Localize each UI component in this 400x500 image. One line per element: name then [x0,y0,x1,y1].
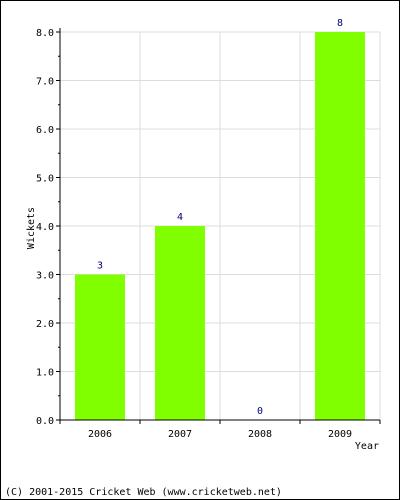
y-tick-label: 2.0 [36,319,54,330]
value-labels: 3 4 0 8 [97,18,343,417]
x-tick-label-2007: 2007 [168,429,192,440]
y-tick-label: 4.0 [36,222,54,233]
y-tick-label: 5.0 [36,174,54,185]
y-tick-label: 3.0 [36,271,54,282]
axes [56,28,381,424]
value-label-2006: 3 [97,261,103,272]
y-tick-label: 6.0 [36,125,54,136]
bar-2009 [315,32,365,420]
y-tick-labels: 0.0 1.0 2.0 3.0 4.0 5.0 6.0 7.0 8.0 [36,28,54,427]
y-axis-title: Wickets [26,207,37,249]
bar-2007 [155,226,205,420]
y-tick-label: 8.0 [36,28,54,39]
x-tick-label-2008: 2008 [248,429,272,440]
value-label-2008: 0 [257,406,263,417]
x-tick-label-2009: 2009 [328,429,352,440]
x-axis-title: Year [355,441,379,452]
value-label-2007: 4 [177,212,183,223]
copyright-text: (C) 2001-2015 Cricket Web (www.cricketwe… [5,487,282,498]
y-tick-label: 0.0 [36,416,54,427]
bar-2006 [75,274,125,420]
x-tick-label-2006: 2006 [88,429,112,440]
bars [75,32,365,420]
y-tick-label: 1.0 [36,368,54,379]
y-tick-label: 7.0 [36,77,54,88]
value-label-2009: 8 [337,18,343,29]
x-tick-labels: 2006 2007 2008 2009 [88,429,352,440]
